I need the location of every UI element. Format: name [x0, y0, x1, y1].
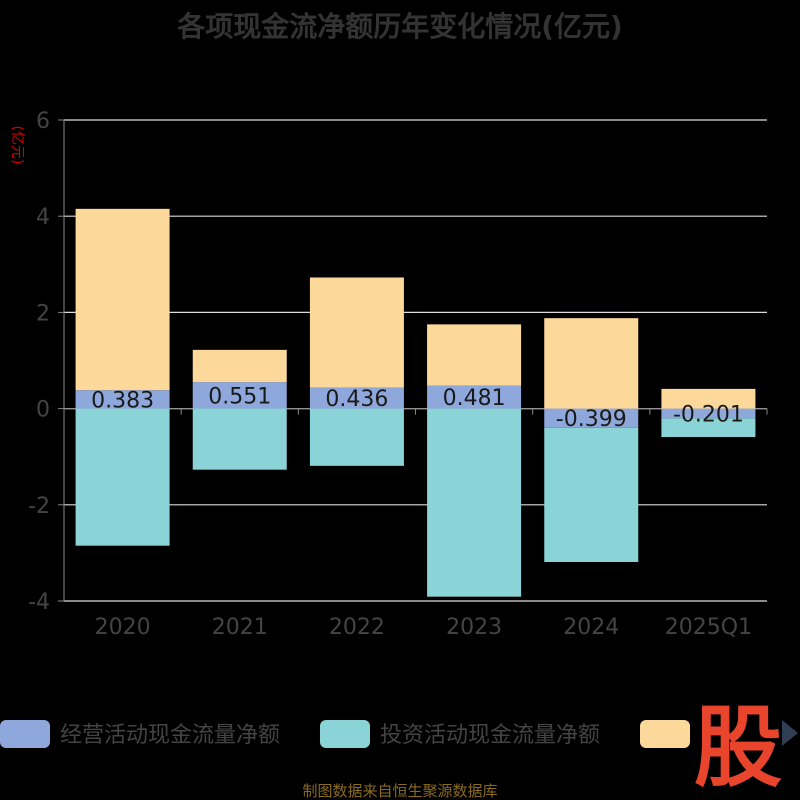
legend-swatch-series-2 [320, 720, 370, 748]
watermark-logo: 股 [694, 696, 782, 799]
y-tick-label: 0 [36, 398, 50, 423]
y-tick-label: -2 [28, 494, 50, 519]
x-tick-label: 2021 [212, 615, 268, 640]
y-tick-label: 4 [36, 205, 50, 230]
bar-segment-series-1 [75, 390, 170, 409]
data-label: 0.383 [91, 388, 154, 413]
bar-segment-series-1 [544, 408, 639, 428]
data-label: -0.201 [673, 402, 744, 427]
bar-segment-series-3 [192, 349, 287, 383]
bar-segment-series-2 [75, 408, 170, 546]
source-note: 制图数据来自恒生聚源数据库 [302, 782, 497, 800]
bar-segment-series-3 [427, 324, 522, 386]
y-axis-unit: (亿元) [9, 126, 25, 165]
legend-label: 经营活动现金流量净额 [60, 723, 280, 748]
bars [75, 208, 756, 597]
y-tick-label: 6 [36, 109, 50, 134]
watermark-text: 股 [694, 696, 782, 799]
data-label: 0.551 [208, 384, 271, 409]
bar-segment-series-1 [192, 382, 287, 409]
legend-swatch-series-1 [0, 720, 50, 748]
grid-lines [58, 119, 768, 602]
y-tick-label: -4 [28, 590, 50, 615]
x-tick-labels: 2020 2021 2022 2023 2024 2025Q1 [95, 615, 752, 640]
bar-segment-series-2 [192, 408, 287, 470]
legend: 经营活动现金流量净额 投资活动现金流量净额 [0, 720, 690, 748]
bar-segment-series-2 [309, 408, 404, 466]
x-tick-label: 2023 [446, 615, 502, 640]
bar-segment-series-2 [544, 427, 639, 562]
bar-segment-series-1 [309, 387, 404, 409]
bar-segment-series-1 [427, 385, 522, 409]
data-label: 0.481 [443, 386, 506, 411]
bar-segment-series-1 [661, 408, 756, 419]
bar-segment-series-2 [427, 408, 522, 597]
y-tick-labels: 6 4 2 0 -2 -4 [28, 109, 50, 615]
data-label: -0.399 [556, 407, 627, 432]
x-tick-label: 2025Q1 [665, 615, 752, 640]
bar-segment-series-3 [661, 388, 756, 409]
legend-next-icon[interactable] [782, 720, 798, 746]
data-labels: 0.383 0.551 0.436 0.481 -0.399 -0.201 [91, 384, 744, 432]
legend-swatch-series-3 [640, 720, 690, 748]
data-label: 0.436 [325, 387, 388, 412]
bar-segment-series-3 [75, 208, 170, 391]
bar-segment-series-3 [309, 277, 404, 388]
bar-segment-series-3 [544, 318, 639, 409]
x-tick-label: 2024 [563, 615, 619, 640]
x-tick-label: 2020 [95, 615, 151, 640]
bar-segment-series-2 [661, 418, 756, 438]
x-tick-label: 2022 [329, 615, 385, 640]
y-tick-label: 2 [36, 301, 50, 326]
chart-title: 各项现金流净额历年变化情况(亿元) [176, 10, 623, 43]
legend-label: 投资活动现金流量净额 [380, 723, 600, 748]
